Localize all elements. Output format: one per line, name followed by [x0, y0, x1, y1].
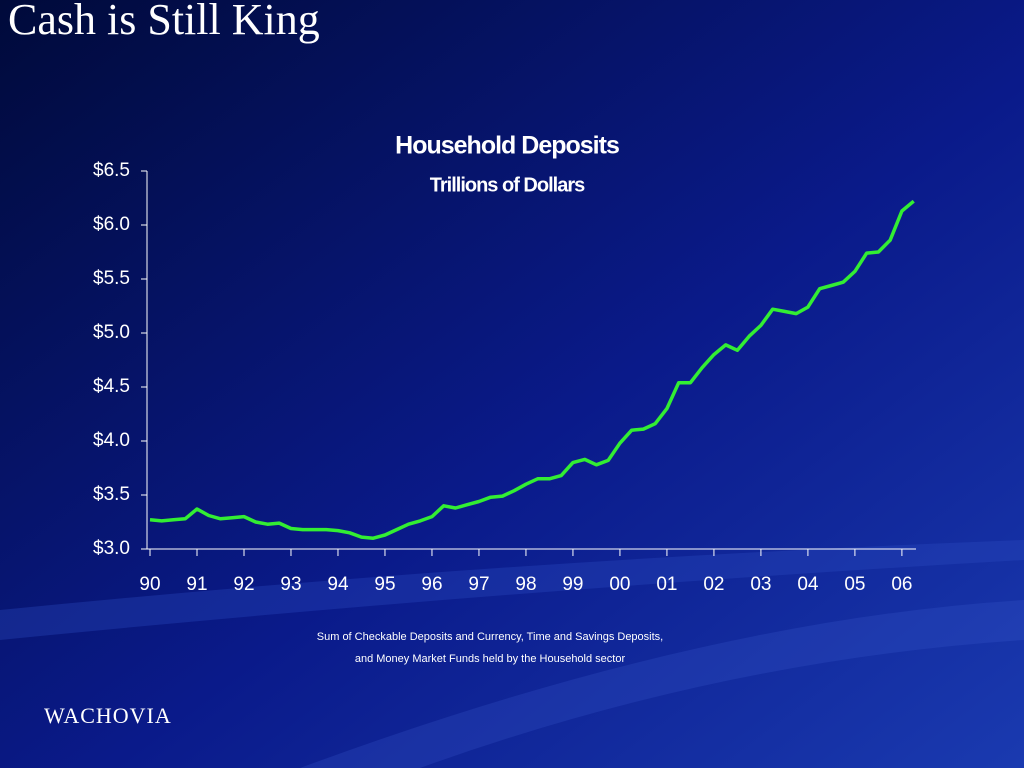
y-tick-label: $6.5 — [93, 160, 130, 181]
x-tick-label: 02 — [703, 574, 724, 595]
y-tick-label: $5.0 — [93, 322, 130, 343]
logo: WACHOVIA — [44, 703, 172, 728]
x-tick-label: 93 — [280, 574, 301, 595]
chart-subtitle: Trillions of Dollars — [430, 174, 585, 196]
x-tick-label: 03 — [750, 574, 771, 595]
x-tick-label: 04 — [797, 574, 819, 595]
chart-title: Household Deposits — [395, 132, 619, 160]
y-tick-label: $3.0 — [93, 538, 130, 559]
slide-title: Cash is Still King — [8, 0, 320, 44]
x-tick-label: 92 — [233, 574, 254, 595]
x-tick-label: 94 — [327, 574, 349, 595]
x-tick-label: 05 — [844, 574, 865, 595]
x-tick-label: 01 — [656, 574, 677, 595]
x-tick-label: 96 — [421, 574, 442, 595]
footnote: and Money Market Funds held by the House… — [355, 653, 626, 665]
x-tick-label: 97 — [468, 574, 489, 595]
x-tick-label: 06 — [891, 574, 912, 595]
decor-swoosh — [0, 540, 1024, 640]
x-tick-label: 90 — [139, 574, 160, 595]
data-line — [149, 199, 915, 540]
x-tick-label: 99 — [562, 574, 583, 595]
y-tick-label: $4.0 — [93, 430, 130, 451]
y-tick-label: $4.5 — [93, 376, 130, 397]
y-tick-label: $6.0 — [93, 214, 130, 235]
x-tick-label: 95 — [374, 574, 395, 595]
y-tick-label: $5.5 — [93, 268, 130, 289]
footnote: Sum of Checkable Deposits and Currency, … — [317, 631, 663, 643]
decor-swoosh — [300, 600, 1024, 768]
x-tick-label: 98 — [515, 574, 536, 595]
x-tick-label: 91 — [186, 574, 207, 595]
x-tick-label: 00 — [609, 574, 630, 595]
y-tick-label: $3.5 — [93, 484, 130, 505]
